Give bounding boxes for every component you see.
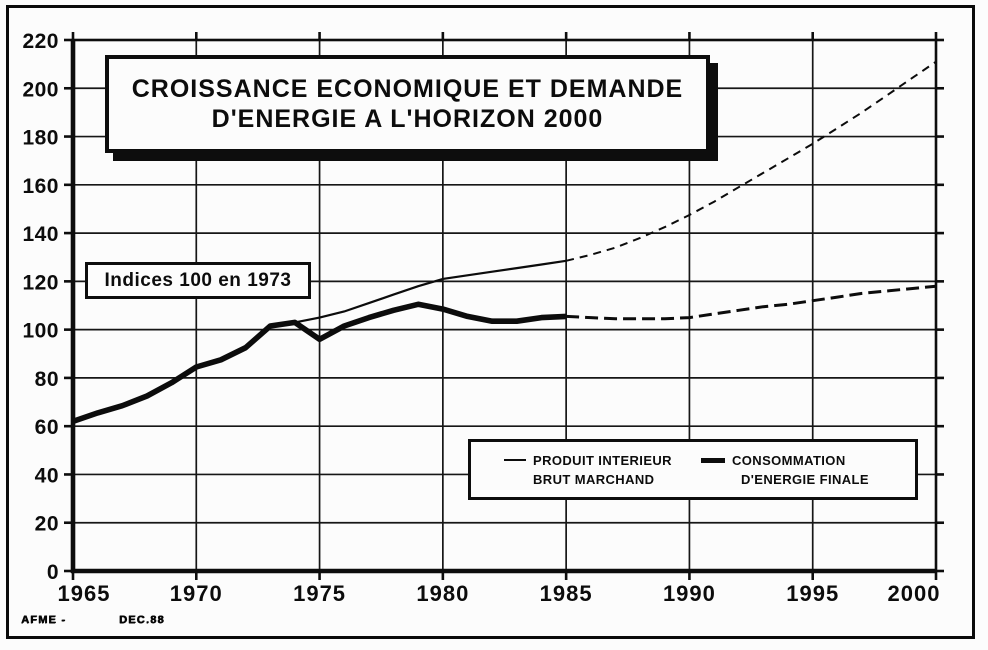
legend-energie-line2: D'ENERGIE FINALE	[741, 471, 869, 487]
series-pib-dashed	[565, 60, 937, 262]
y-tick-label: 160	[22, 175, 59, 198]
x-tick-label: 1975	[293, 581, 346, 606]
footer-date: DEC.88	[119, 614, 165, 626]
x-tick-label: 2000	[888, 581, 941, 606]
legend-energie-line1: CONSOMMATION	[732, 453, 846, 468]
chart-title-line1: CROISSANCE ECONOMIQUE ET DEMANDE	[131, 74, 684, 103]
y-tick-label: 100	[22, 320, 59, 343]
legend: PRODUIT INTERIEUR BRUT MARCHAND CONSOMMA…	[468, 439, 918, 500]
legend-label-pib: PRODUIT INTERIEUR BRUT MARCHAND	[533, 452, 672, 490]
y-tick-label: 20	[35, 513, 59, 536]
y-tick-label: 0	[47, 561, 59, 584]
thick-line-marker	[701, 458, 725, 463]
chart-title-line2: D'ENERGIE A L'HORIZON 2000	[211, 105, 604, 133]
series-energie-dashed	[566, 284, 937, 321]
y-tick-label: 180	[22, 127, 59, 150]
thin-line-marker	[504, 459, 526, 461]
legend-label-energie: CONSOMMATION D'ENERGIE FINALE	[732, 452, 869, 490]
x-tick-label: 1985	[540, 581, 593, 606]
outer-frame	[6, 5, 975, 639]
x-tick-label: 1980	[416, 581, 469, 606]
legend-pib-line2: BRUT MARCHAND	[533, 471, 655, 487]
footer-source: AFME -	[21, 614, 67, 626]
y-tick-label: 120	[22, 271, 59, 294]
legend-item-energie: CONSOMMATION D'ENERGIE FINALE	[701, 452, 869, 490]
y-tick-label: 60	[35, 416, 59, 439]
legend-pib-line1: PRODUIT INTERIEUR	[533, 453, 672, 468]
series-energie-solid	[72, 301, 567, 425]
index-note-text: Indices 100 en 1973	[104, 269, 292, 291]
chart-title-box: CROISSANCE ECONOMIQUE ET DEMANDE D'ENERG…	[105, 55, 710, 153]
y-tick-label: 40	[35, 464, 59, 487]
index-note-box: Indices 100 en 1973	[85, 262, 311, 299]
y-tick-label: 140	[22, 223, 59, 246]
x-tick-label: 1995	[786, 581, 839, 606]
legend-item-pib: PRODUIT INTERIEUR BRUT MARCHAND	[504, 452, 672, 490]
x-tick-label: 1990	[663, 581, 716, 606]
x-tick-label: 1970	[170, 581, 223, 606]
y-tick-label: 200	[22, 78, 59, 101]
y-tick-label: 80	[35, 368, 59, 391]
x-tick-label: 1965	[58, 581, 111, 606]
y-tick-label: 220	[22, 30, 59, 53]
